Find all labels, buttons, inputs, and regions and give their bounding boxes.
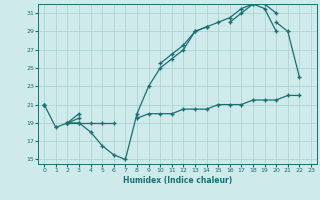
X-axis label: Humidex (Indice chaleur): Humidex (Indice chaleur) <box>123 176 232 185</box>
